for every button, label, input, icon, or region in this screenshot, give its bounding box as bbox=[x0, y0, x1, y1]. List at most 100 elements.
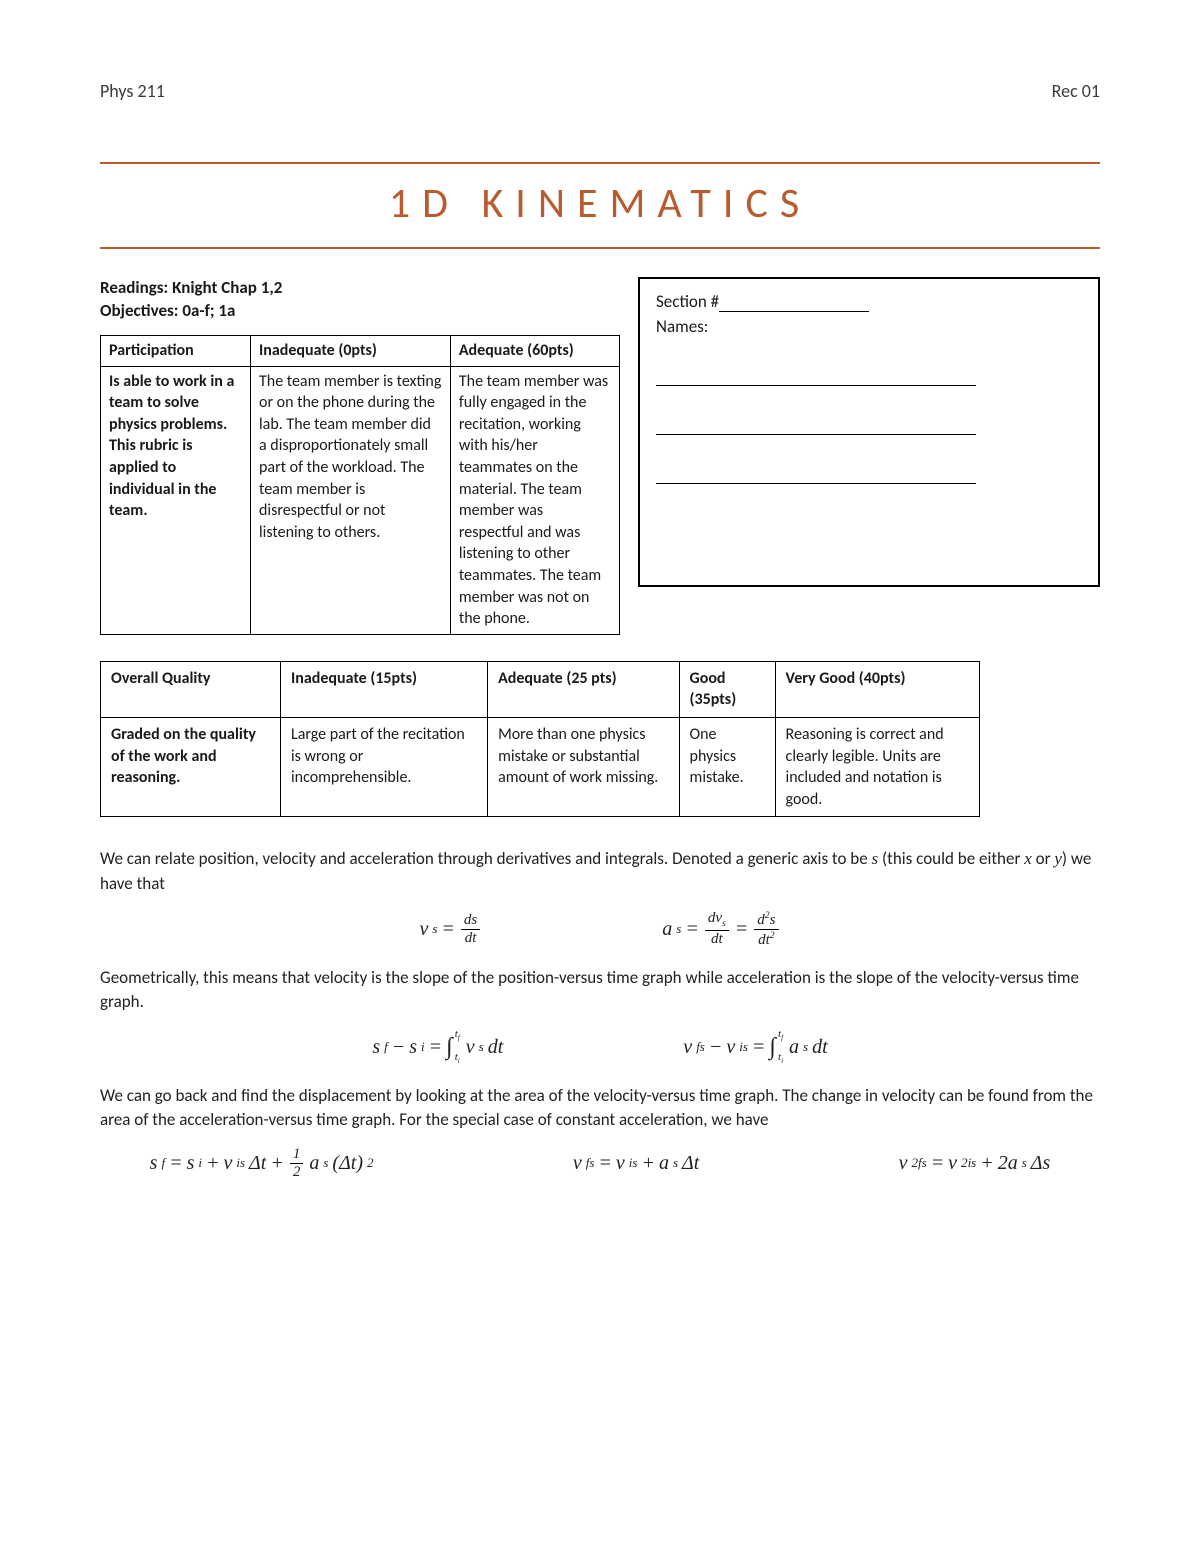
quality-table: Overall Quality Inadequate (15pts) Adequ… bbox=[100, 661, 980, 818]
objectives-value: 0a-f; 1a bbox=[182, 300, 235, 321]
eq3-u-sub: f bbox=[458, 1034, 460, 1042]
document-page: Phys 211 Rec 01 1D KINEMATICS Readings: … bbox=[0, 0, 1200, 1553]
eq3a: s bbox=[372, 1033, 380, 1062]
quality-cell-0: Graded on the quality of the work and re… bbox=[101, 717, 281, 816]
eq6b-sub: is bbox=[629, 1154, 638, 1173]
quality-header-3: Good (35pts) bbox=[679, 661, 775, 717]
eq-vfs-vis: vfs − vis = ∫ tf ti asdt bbox=[683, 1029, 827, 1066]
equals: = bbox=[685, 915, 699, 944]
table-row: Overall Quality Inadequate (15pts) Adequ… bbox=[101, 661, 980, 717]
eq2-frac1: dvs dt bbox=[705, 911, 729, 947]
eq4b-sub: is bbox=[739, 1038, 748, 1057]
eq5-half-den: 2 bbox=[290, 1164, 304, 1180]
eq-kinematics-pos: sf = si + visΔt + 1 2 as(Δt)2 bbox=[150, 1147, 374, 1180]
eq-vs: vs = ds dt bbox=[419, 911, 482, 948]
eq2-lhs: a bbox=[662, 915, 672, 944]
eq5c-sub: is bbox=[236, 1154, 245, 1173]
participation-header-0: Participation bbox=[101, 336, 251, 367]
eq2-f1-num-sub: s bbox=[722, 918, 726, 929]
eq1-den: dt bbox=[462, 930, 480, 946]
paragraph-3: We can go back and find the displacement… bbox=[100, 1084, 1100, 1133]
section-label: Section # bbox=[656, 291, 719, 312]
quality-header-2: Adequate (25 pts) bbox=[488, 661, 679, 717]
equals: = bbox=[752, 1033, 766, 1062]
eq-kinematics-vel: vfs = vis + asΔt bbox=[573, 1147, 699, 1180]
eq5b-sub: i bbox=[198, 1154, 202, 1173]
eq4b: v bbox=[726, 1033, 735, 1062]
readings-value: Knight Chap 1,2 bbox=[172, 277, 282, 298]
eq4-dt: dt bbox=[812, 1033, 828, 1062]
eq6-dt: Δt bbox=[682, 1149, 699, 1178]
sym-y: y bbox=[1054, 849, 1062, 868]
eq2-sub: s bbox=[676, 920, 681, 939]
section-line: Section # bbox=[656, 291, 1082, 312]
names-label: Names: bbox=[656, 316, 1082, 337]
int-upper: tf bbox=[455, 1029, 460, 1042]
equation-row-3: sf = si + visΔt + 1 2 as(Δt)2 vfs = vis … bbox=[100, 1147, 1100, 1180]
plus: + bbox=[206, 1149, 220, 1178]
eq1-frac: ds dt bbox=[461, 913, 480, 946]
eq5-dt2-sup: 2 bbox=[367, 1154, 374, 1173]
eq7c: 2a bbox=[998, 1149, 1018, 1178]
participation-cell-1: The team member is texting or on the pho… bbox=[251, 366, 451, 634]
name-line-2[interactable] bbox=[656, 434, 976, 435]
minus: − bbox=[392, 1033, 406, 1062]
top-row: Readings: Knight Chap 1,2 Objectives: 0a… bbox=[100, 277, 1100, 635]
eq2-frac2: d2s dt2 bbox=[754, 911, 778, 948]
eq6c: a bbox=[659, 1149, 669, 1178]
eq5c: v bbox=[223, 1149, 232, 1178]
eq4-ig-sub: s bbox=[803, 1038, 808, 1057]
minus: − bbox=[709, 1033, 723, 1062]
eq1-lhs: v bbox=[419, 915, 428, 944]
name-line-1[interactable] bbox=[656, 385, 976, 386]
objectives-label: Objectives: bbox=[100, 300, 179, 321]
eq5d-sub: s bbox=[323, 1154, 328, 1173]
body-text: We can relate position, velocity and acc… bbox=[100, 847, 1100, 1180]
objectives-line: Objectives: 0a-f; 1a bbox=[100, 300, 620, 321]
eq3-ig-sub: s bbox=[479, 1038, 484, 1057]
equals: = bbox=[169, 1149, 183, 1178]
eq2-f2-num: d2s bbox=[754, 911, 778, 930]
eq2-f2-num-d: d bbox=[757, 912, 765, 928]
table-row: Graded on the quality of the work and re… bbox=[101, 717, 980, 816]
eq5-half: 1 2 bbox=[290, 1147, 304, 1180]
eq5-dt2: (Δt) bbox=[332, 1149, 363, 1178]
name-line-3[interactable] bbox=[656, 483, 976, 484]
eq3-dt: dt bbox=[488, 1033, 504, 1062]
participation-cell-0: Is able to work in a team to solve physi… bbox=[101, 366, 251, 634]
participation-header-1: Inadequate (0pts) bbox=[251, 336, 451, 367]
readings-label: Readings: bbox=[100, 277, 168, 298]
int-lower: ti bbox=[778, 1052, 783, 1065]
page-header: Phys 211 Rec 01 bbox=[100, 80, 1100, 102]
eq7-ds: Δs bbox=[1031, 1149, 1051, 1178]
equals: = bbox=[735, 915, 749, 944]
eq5d: a bbox=[309, 1149, 319, 1178]
integral-icon: ∫ bbox=[446, 1030, 453, 1065]
equation-row-1: vs = ds dt as = dvs dt = d2s dt2 bbox=[100, 911, 1100, 948]
eq2-f2-num-s: s bbox=[770, 912, 776, 928]
p1b: (this could be either bbox=[878, 848, 1024, 869]
eq2-f2-den-sup: 2 bbox=[770, 930, 775, 941]
eq5-half-num: 1 bbox=[290, 1147, 304, 1164]
sym-x: x bbox=[1024, 849, 1032, 868]
eq7a-sub: fs bbox=[918, 1154, 927, 1173]
integral-icon: ∫ bbox=[769, 1030, 776, 1065]
quality-cell-4: Reasoning is correct and clearly legible… bbox=[775, 717, 979, 816]
eq7b-sub: is bbox=[968, 1154, 977, 1173]
quality-cell-1: Large part of the recitation is wrong or… bbox=[281, 717, 488, 816]
eq5-dt: Δt bbox=[249, 1149, 266, 1178]
equals: = bbox=[441, 915, 455, 944]
eq3b: s bbox=[409, 1033, 417, 1062]
paragraph-1: We can relate position, velocity and acc… bbox=[100, 847, 1100, 896]
equals: = bbox=[931, 1149, 945, 1178]
plus: + bbox=[980, 1149, 994, 1178]
left-column: Readings: Knight Chap 1,2 Objectives: 0a… bbox=[100, 277, 620, 635]
quality-header-4: Very Good (40pts) bbox=[775, 661, 979, 717]
quality-cell-2: More than one physics mistake or substan… bbox=[488, 717, 679, 816]
eq-sf-si: sf − si = ∫ tf ti vsdt bbox=[372, 1029, 503, 1066]
section-number-field[interactable] bbox=[719, 293, 869, 312]
eq7b: v bbox=[948, 1149, 957, 1178]
quality-cell-3: One physics mistake. bbox=[679, 717, 775, 816]
participation-table: Participation Inadequate (0pts) Adequate… bbox=[100, 335, 620, 635]
readings-line: Readings: Knight Chap 1,2 bbox=[100, 277, 620, 298]
